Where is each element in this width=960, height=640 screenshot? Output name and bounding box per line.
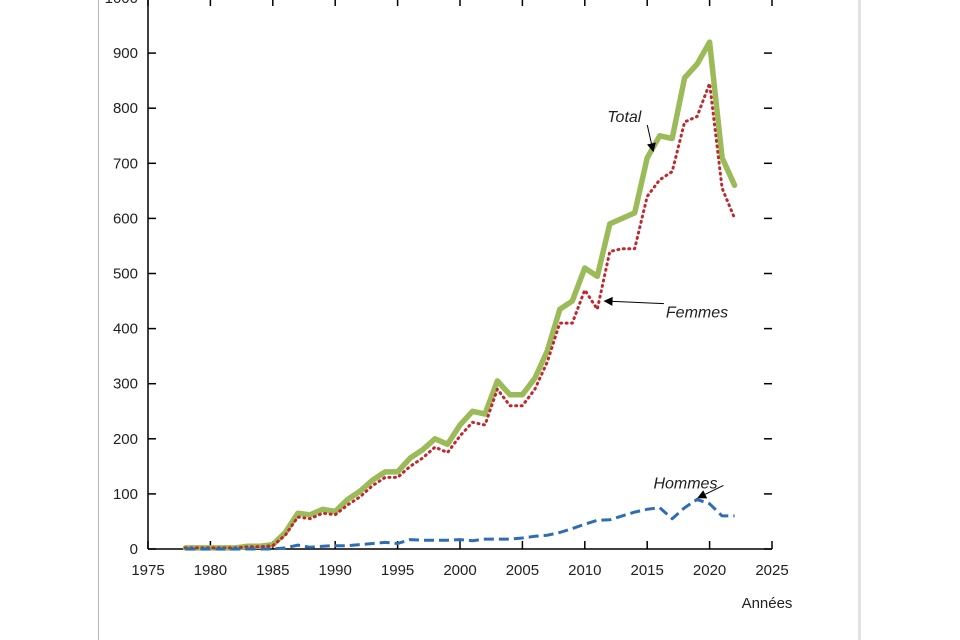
figure-right-border <box>858 0 861 640</box>
series-line-hommes <box>185 497 735 551</box>
annotation-arrow-line <box>646 124 652 144</box>
x-tick-label: 1985 <box>256 562 289 579</box>
y-tick-label: 300 <box>113 376 138 393</box>
y-tick-label: 800 <box>113 100 138 117</box>
annotation-arrow-line <box>612 300 664 305</box>
annotation-label-femmes: Femmes <box>666 305 728 322</box>
x-axis-title: Années <box>742 595 793 612</box>
figure-left-border <box>98 0 99 640</box>
y-tick-label: 1000 <box>105 0 138 7</box>
y-tick-label: 400 <box>113 321 138 338</box>
annotation-arrowhead <box>697 490 708 499</box>
series-line-total <box>182 39 738 551</box>
x-tick-label: 2015 <box>631 562 664 579</box>
x-tick-label: 1975 <box>131 562 164 579</box>
x-tick-label: 1995 <box>381 562 414 579</box>
y-tick-label: 900 <box>113 45 138 62</box>
annotation-arrow-line <box>704 484 724 495</box>
x-tick-label: 2005 <box>506 562 539 579</box>
annotation-label-hommes: Hommes <box>653 475 717 492</box>
y-tick-label: 600 <box>113 210 138 227</box>
x-tick-label: 2000 <box>443 562 476 579</box>
y-tick-label: 500 <box>113 266 138 283</box>
y-tick-label: 100 <box>113 486 138 503</box>
y-tick-label: 0 <box>130 541 138 558</box>
y-tick-label: 700 <box>113 155 138 172</box>
x-tick-label: 2020 <box>693 562 726 579</box>
x-tick-label: 1980 <box>194 562 227 579</box>
x-tick-label: 2010 <box>568 562 601 579</box>
annotation-arrowhead <box>603 296 613 306</box>
x-tick-label: 1990 <box>319 562 352 579</box>
annotation-arrowhead <box>647 142 656 153</box>
series-line-femmes <box>183 81 737 550</box>
x-tick-label: 2025 <box>755 562 788 579</box>
annotation-label-total: Total <box>607 109 642 126</box>
y-tick-label: 200 <box>113 431 138 448</box>
